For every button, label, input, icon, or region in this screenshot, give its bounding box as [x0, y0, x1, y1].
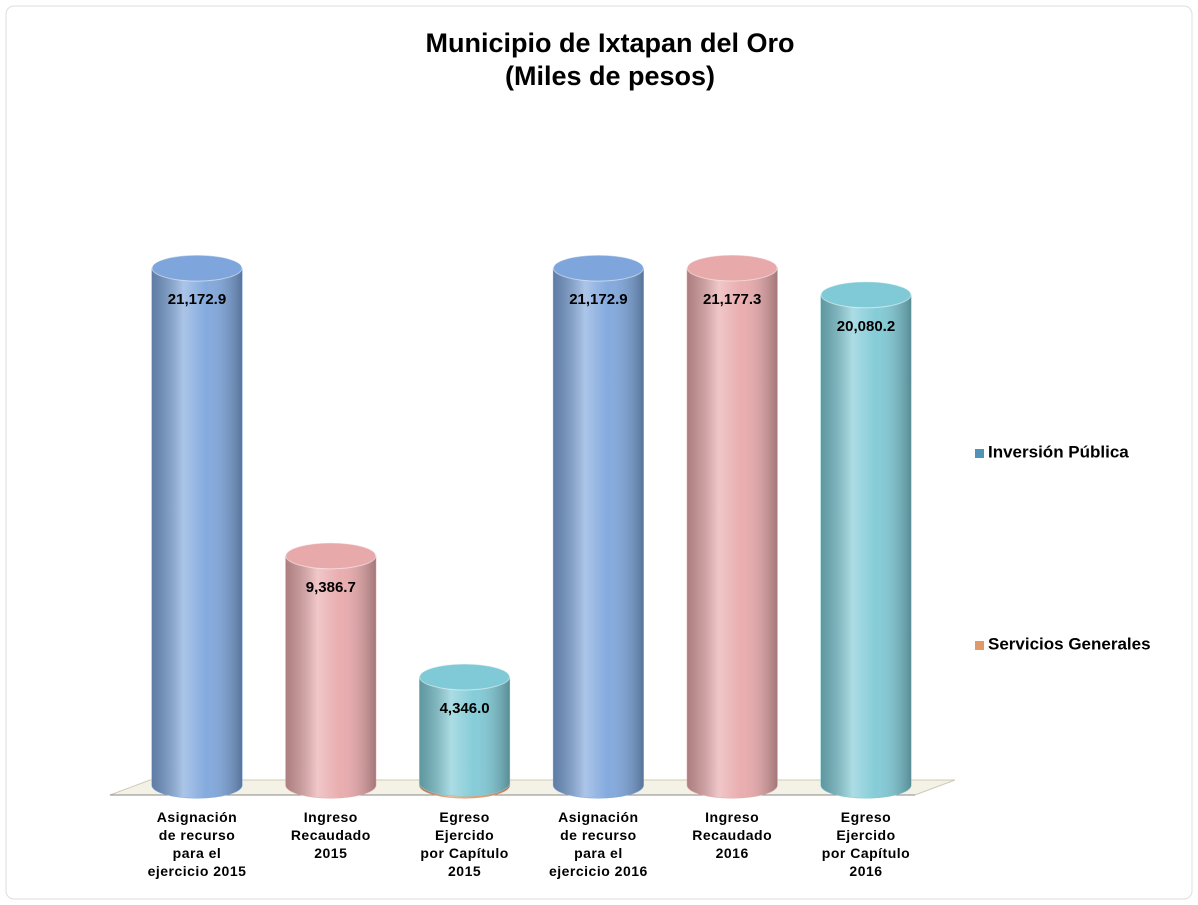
data-label: 21,172.9	[168, 291, 226, 308]
data-label: 20,080.2	[837, 318, 895, 335]
cylinder-shade	[821, 294, 911, 798]
x-tick-label: Asignación de recurso para el ejercicio 201…	[148, 809, 247, 879]
cylinder-top	[419, 663, 511, 691]
x-tick-label: Ingreso Recaudado 2015	[291, 809, 371, 861]
chart-title: Municipio de Ixtapan del Oro	[425, 28, 794, 58]
cylinder-shade	[553, 268, 644, 798]
cylinder-top	[686, 254, 778, 282]
data-label: 21,177.3	[703, 291, 761, 308]
bar	[820, 281, 912, 799]
legend-marker	[975, 449, 984, 458]
bar	[151, 254, 243, 799]
cylinder-top	[552, 254, 644, 282]
cylinder-shade	[419, 676, 510, 797]
bar	[552, 254, 644, 799]
cylinder-shade	[687, 268, 778, 798]
legend-label: Inversión Pública	[988, 442, 1129, 461]
cylinder-shade	[152, 268, 242, 798]
bar	[285, 542, 377, 799]
x-tick-label: Egreso Ejercido por Capítulo 2016	[822, 809, 910, 879]
bar	[419, 663, 511, 797]
data-label: 4,346.0	[440, 700, 490, 717]
cylinder-top	[285, 542, 377, 570]
x-tick-label: Ingreso Recaudado 2016	[692, 809, 772, 861]
legend-label: Servicios Generales	[988, 634, 1151, 653]
cylinder-top	[151, 254, 243, 282]
chart-subtitle: (Miles de pesos)	[505, 61, 715, 91]
cylinder-shade	[285, 555, 376, 798]
x-tick-label: Egreso Ejercido por Capítulo 2015	[420, 809, 508, 879]
cylinder-top	[820, 281, 912, 309]
bar	[686, 254, 778, 799]
legend-marker	[975, 641, 984, 650]
data-label: 21,172.9	[569, 291, 627, 308]
data-label: 9,386.7	[306, 579, 356, 596]
x-tick-label: Asignación de recurso para el ejercicio 201…	[549, 809, 648, 879]
